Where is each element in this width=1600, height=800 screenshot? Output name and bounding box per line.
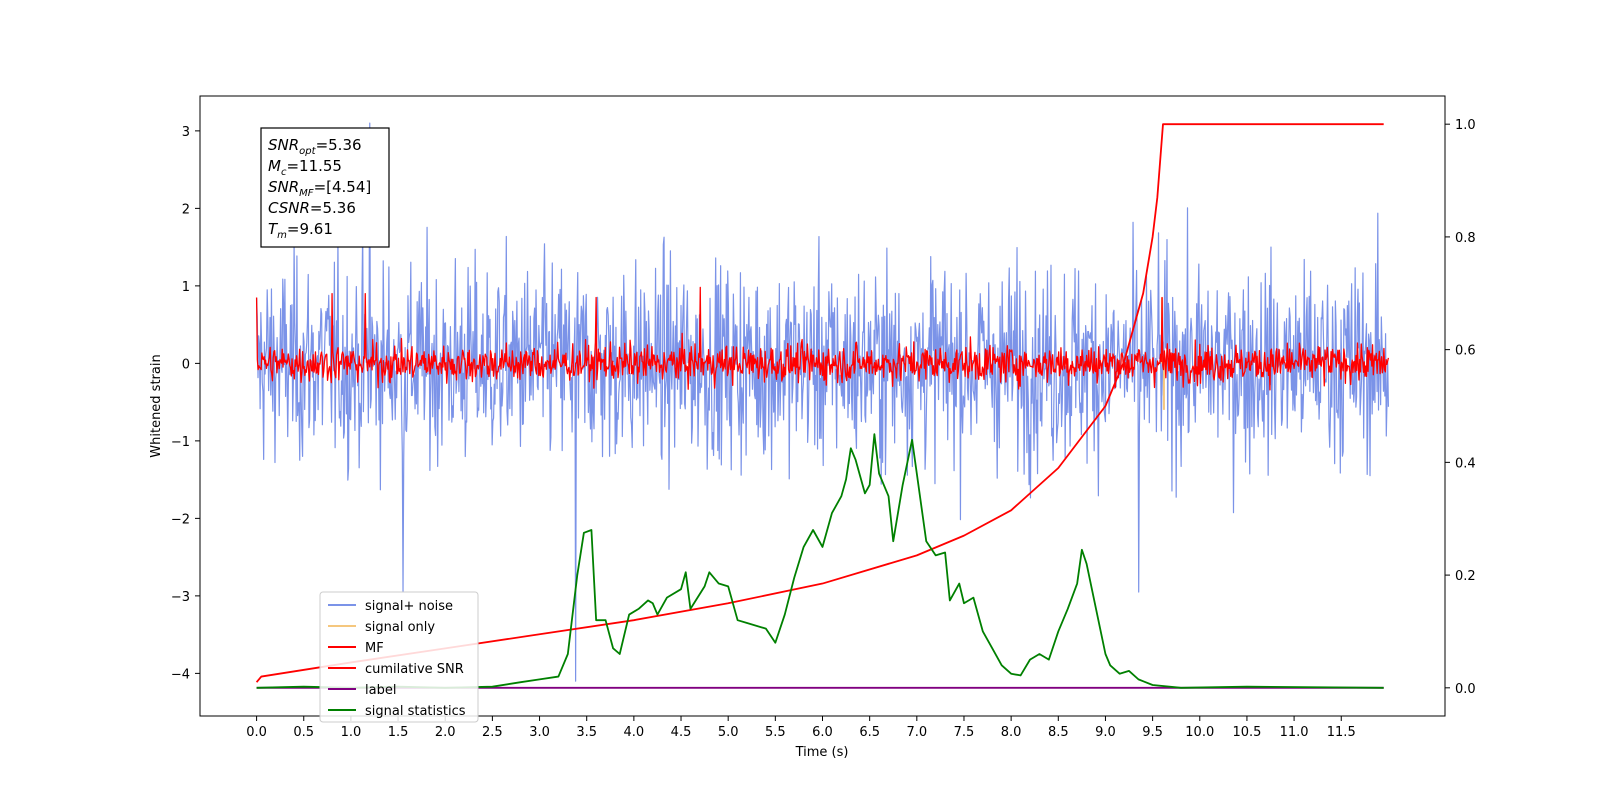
annotation-value: =5.36 [310, 199, 356, 217]
y-left-tick-label: −3 [171, 590, 190, 605]
x-tick-label: 7.5 [954, 725, 975, 740]
annotation-frame [260, 127, 390, 248]
x-tick-label: 2.0 [435, 725, 456, 740]
x-tick-label: 9.5 [1142, 725, 1163, 740]
x-tick-label: 8.0 [1001, 725, 1022, 740]
y-left-tick-label: 3 [182, 125, 190, 140]
legend-label: cumilative SNR [365, 662, 464, 677]
annotation-value: =9.61 [287, 220, 333, 238]
annotation-value: =[4.54] [314, 178, 372, 196]
annotation-line: SNRMF=[4.54] [268, 178, 371, 199]
x-tick-label: 0.0 [246, 725, 267, 740]
x-tick-label: 8.5 [1048, 725, 1069, 740]
annotation-symbol: M [268, 157, 281, 175]
x-tick-label: 6.5 [859, 725, 880, 740]
y-left-axis-ticks: 3 2 1 0 −1 −2 −3 −4 [171, 125, 200, 682]
x-tick-label: 11.5 [1327, 725, 1356, 740]
x-tick-label: 1.0 [341, 725, 362, 740]
annotation-line: SNRopt=5.36 [268, 136, 362, 157]
annotation-symbol: CSNR [268, 199, 310, 217]
x-tick-label: 4.5 [671, 725, 692, 740]
x-tick-label: 4.0 [624, 725, 645, 740]
annotation-symbol: SNR [268, 178, 299, 196]
annotation-line: CSNR=5.36 [268, 199, 356, 217]
y-right-tick-label: 0.0 [1455, 682, 1476, 697]
x-tick-label: 6.0 [812, 725, 833, 740]
y-right-tick-label: 0.8 [1455, 231, 1476, 246]
annotation-symbol: SNR [268, 136, 299, 154]
legend-frame [319, 591, 479, 723]
annotation-subscript: opt [299, 146, 316, 157]
x-tick-label: 1.5 [388, 725, 409, 740]
y-left-tick-label: −4 [171, 667, 190, 682]
legend-label: label [365, 683, 396, 698]
y-right-tick-label: 0.6 [1455, 344, 1476, 359]
legend: signal+ noise signal only MF cumilative SNR… [319, 591, 479, 723]
x-axis-label: Time (s) [795, 745, 849, 760]
legend-label: signal+ noise [365, 599, 453, 614]
legend-label: signal only [365, 620, 435, 635]
y-left-tick-label: 2 [182, 202, 190, 217]
y-right-tick-label: 0.2 [1455, 569, 1476, 584]
y-right-tick-label: 1.0 [1455, 118, 1476, 133]
legend-label: signal statistics [365, 704, 466, 719]
x-tick-label: 7.0 [906, 725, 927, 740]
x-tick-label: 11.0 [1280, 725, 1309, 740]
x-tick-label: 9.0 [1095, 725, 1116, 740]
annotation-subscript: c [281, 167, 287, 178]
x-axis-ticks: 0.0 0.5 1.0 1.5 2.0 2.5 3.0 3.5 4.0 4.5 5.0 5.5 6.0 6… [246, 716, 1356, 740]
y-left-tick-label: −1 [171, 435, 190, 450]
x-tick-label: 5.5 [765, 725, 786, 740]
series-line-signal-statistics [256, 433, 1384, 689]
annotation-line: Tm=9.61 [268, 220, 333, 241]
y-right-tick-label: 0.4 [1455, 456, 1476, 471]
x-tick-label: 0.5 [293, 725, 314, 740]
x-tick-label: 5.0 [718, 725, 739, 740]
x-tick-label: 10.0 [1185, 725, 1214, 740]
annotation-subscript: m [277, 230, 287, 241]
annotation-line: Mc=11.55 [268, 157, 342, 178]
series-line-mf [255, 286, 1390, 391]
y-axis-label: Whitened strain [149, 354, 164, 457]
annotation-value: =11.55 [286, 157, 342, 175]
annotation-subscript: MF [299, 188, 314, 199]
annotation-box: SNRopt=5.36Mc=11.55SNRMF=[4.54]CSNR=5.36… [260, 127, 390, 248]
x-tick-label: 3.5 [576, 725, 597, 740]
x-tick-label: 3.0 [529, 725, 550, 740]
annotation-value: =5.36 [316, 136, 362, 154]
x-tick-label: 2.5 [482, 725, 503, 740]
x-tick-label: 10.5 [1232, 725, 1261, 740]
legend-label: MF [365, 641, 384, 656]
y-left-tick-label: −2 [171, 512, 190, 527]
y-left-tick-label: 1 [182, 280, 190, 295]
annotation-symbol: T [268, 220, 279, 238]
y-right-axis-ticks: 1.0 0.8 0.6 0.4 0.2 0.0 [1445, 118, 1476, 697]
y-left-tick-label: 0 [182, 357, 190, 372]
